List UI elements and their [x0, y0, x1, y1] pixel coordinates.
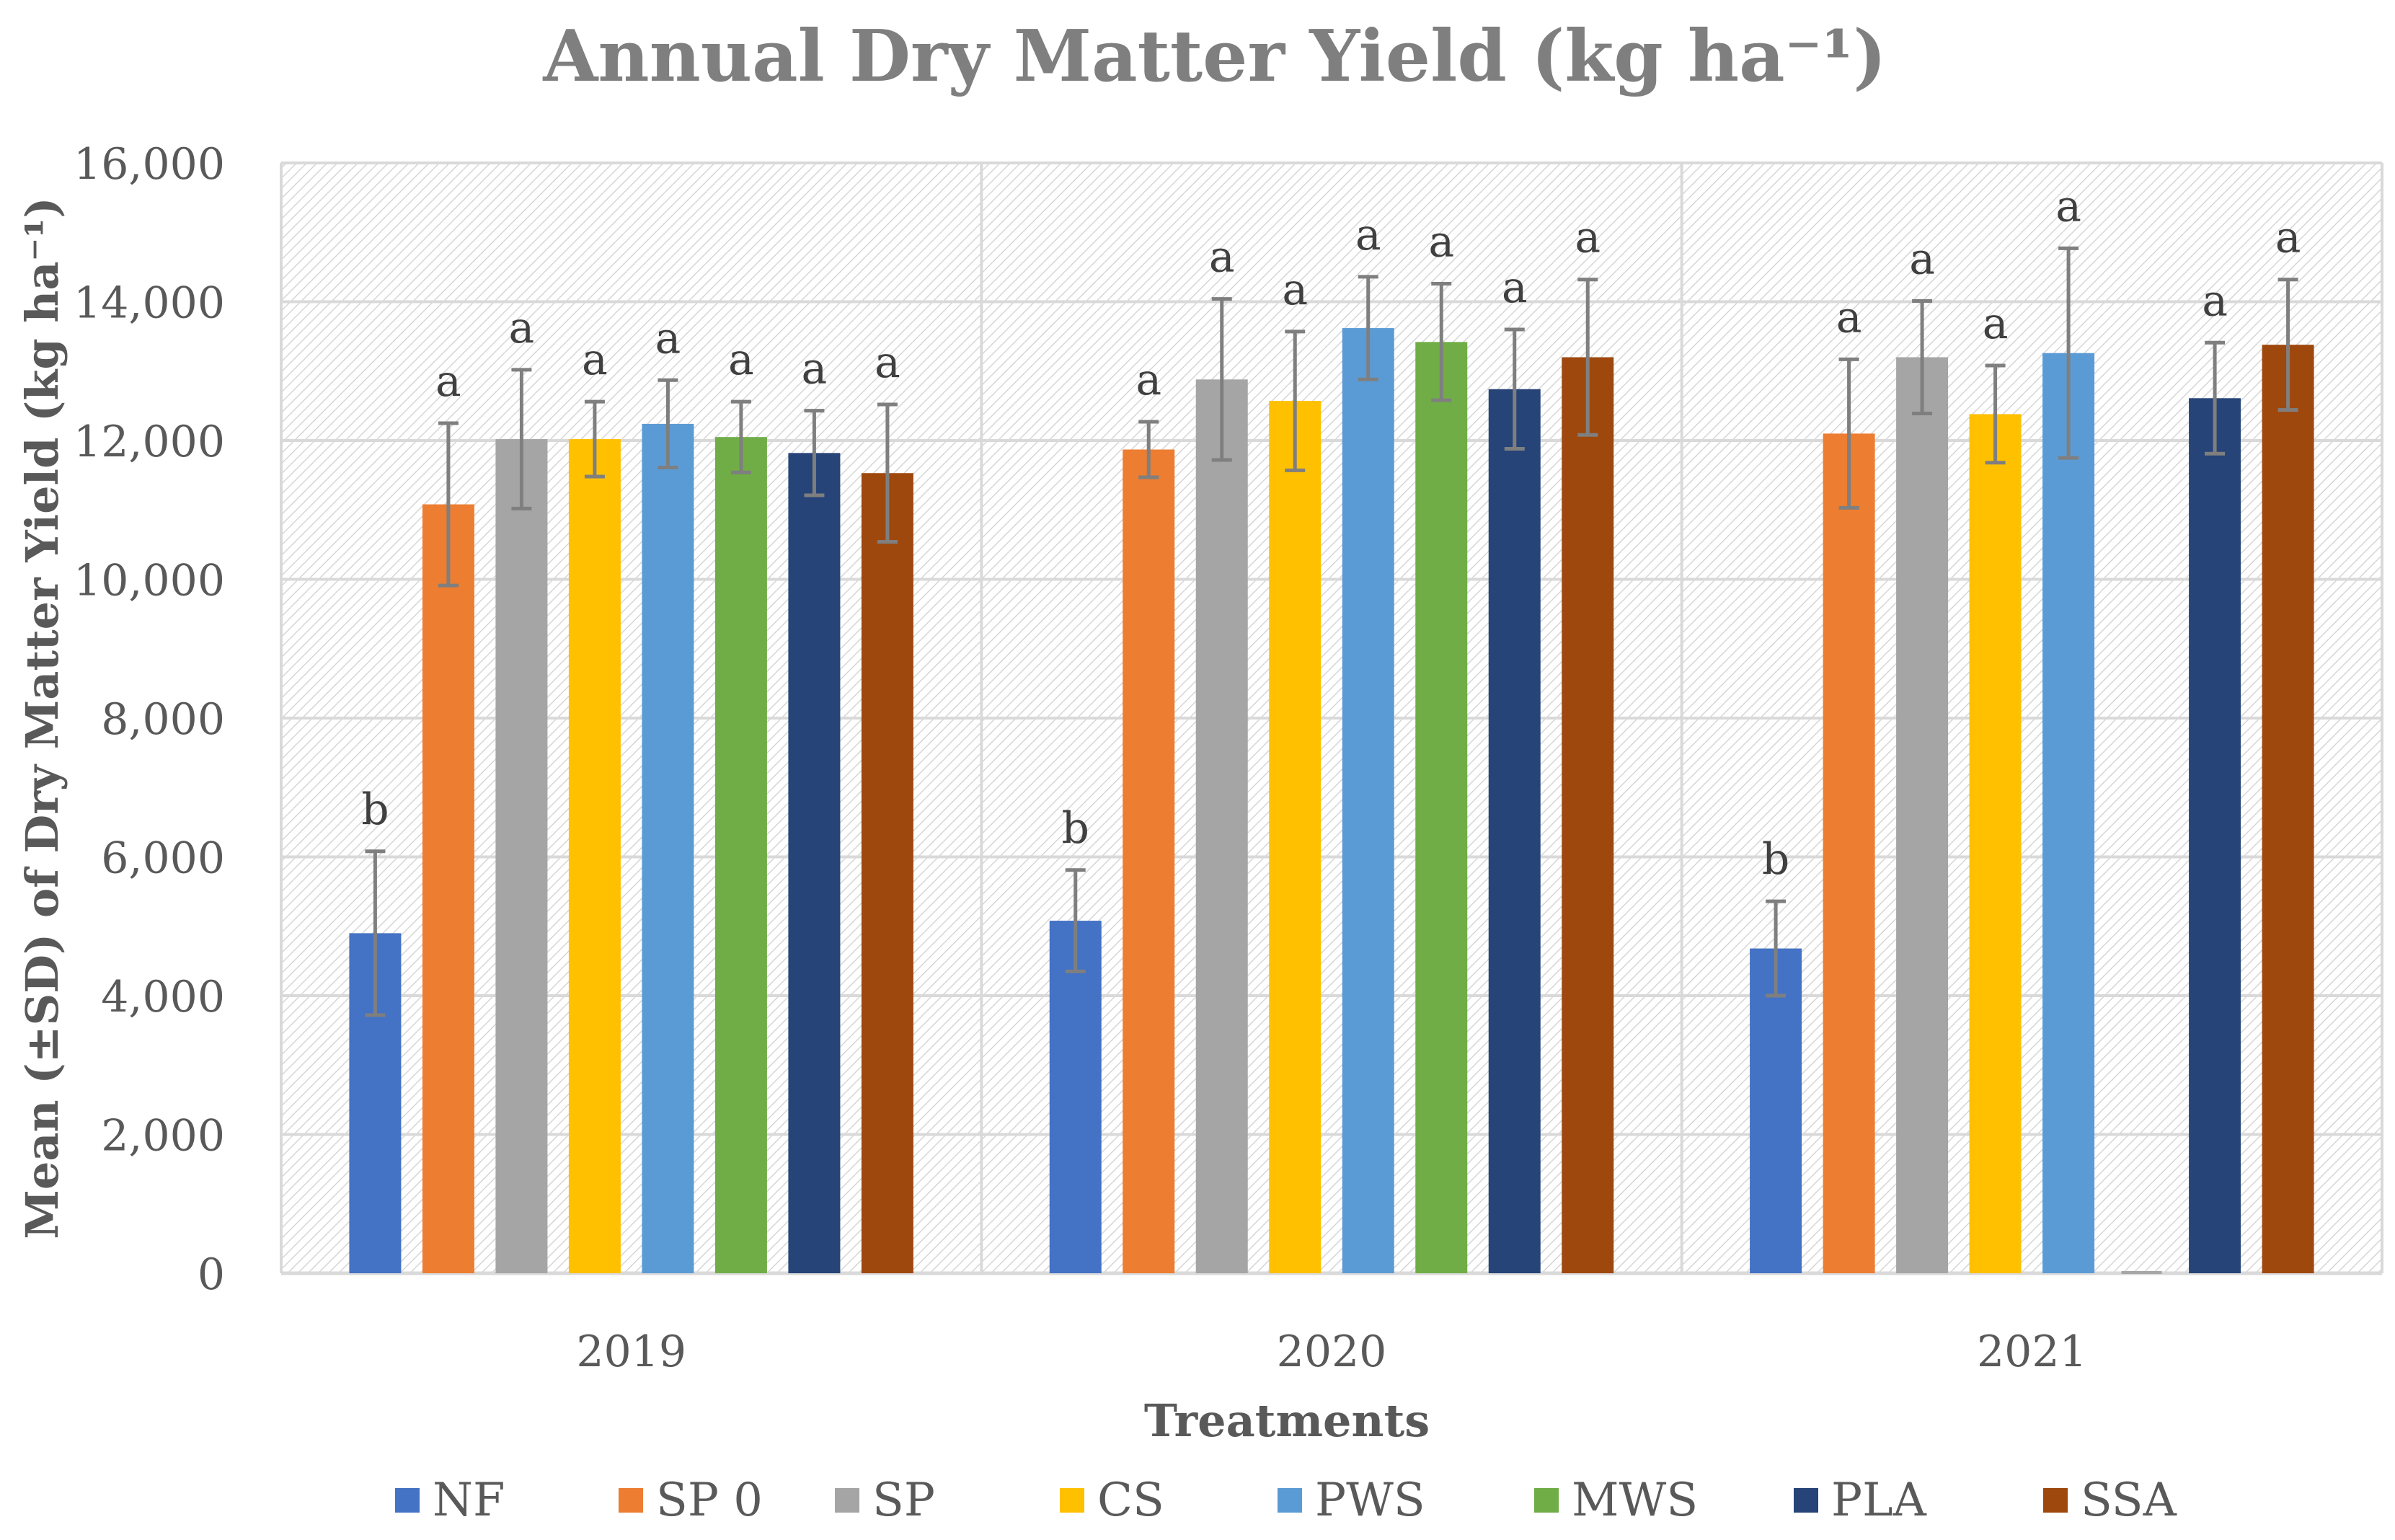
legend-swatch — [1278, 1488, 1302, 1513]
y-axis-title: Mean (±SD) of Dry Matter Yield (kg ha⁻¹) — [16, 197, 68, 1239]
bar — [1896, 357, 1949, 1273]
significance-letter: b — [361, 784, 389, 835]
bar — [2262, 345, 2314, 1273]
y-tick-label: 6,000 — [101, 833, 225, 884]
legend-label: SSA — [2081, 1474, 2177, 1527]
significance-letter: a — [1575, 213, 1601, 263]
significance-letter: a — [582, 335, 608, 385]
bars — [349, 328, 2314, 1274]
significance-letter: a — [1209, 232, 1235, 283]
significance-letter: a — [2275, 213, 2301, 263]
significance-letter: a — [2055, 181, 2081, 231]
chart-title: Annual Dry Matter Yield (kg ha⁻¹) — [542, 15, 1886, 98]
significance-letter: a — [1836, 292, 1862, 342]
error-bars — [365, 246, 2298, 1017]
y-tick-label: 14,000 — [74, 278, 225, 329]
significance-letter: a — [655, 313, 681, 363]
bar — [1562, 357, 1614, 1273]
significance-letter: a — [2202, 275, 2228, 326]
significance-letter: a — [1135, 355, 1161, 405]
bar — [714, 437, 767, 1273]
significance-letter: a — [1983, 298, 2009, 349]
y-tick-label: 12,000 — [74, 417, 225, 467]
legend-swatch — [395, 1488, 420, 1513]
bar — [1342, 328, 1394, 1274]
significance-letter: b — [1062, 803, 1089, 854]
legend-label: PLA — [1831, 1474, 1927, 1527]
bar — [2189, 398, 2241, 1273]
x-tick-label: 2019 — [576, 1327, 686, 1377]
significance-letter: a — [435, 356, 461, 407]
bar — [1049, 921, 1102, 1273]
legend: NF SP 0 SP CS PWS MWS PLA SSA — [395, 1474, 2177, 1527]
bar — [1195, 379, 1248, 1273]
bar — [861, 473, 913, 1273]
significance-letter: a — [1909, 234, 1935, 285]
legend-label: SP — [872, 1474, 935, 1527]
legend-label: SP 0 — [656, 1474, 763, 1527]
significance-letter: a — [1428, 216, 1454, 267]
bar — [1269, 401, 1322, 1274]
significance-letter: a — [875, 337, 900, 388]
bar — [1488, 389, 1541, 1273]
y-axis-ticks: 0 2,000 4,000 6,000 8,000 10,000 12,000 14,000 1… — [74, 139, 225, 1300]
legend-label: MWS — [1572, 1474, 1698, 1527]
x-axis-ticks: 2019 2020 2021 — [576, 1327, 2086, 1377]
bar — [1969, 414, 2022, 1273]
y-tick-label: 0 — [198, 1249, 225, 1300]
significance-letter: b — [1762, 834, 1789, 885]
bar — [788, 453, 841, 1274]
bar — [1123, 449, 1175, 1274]
significance-letter: a — [1502, 262, 1528, 313]
legend-label: PWS — [1315, 1474, 1425, 1527]
legend-swatch — [1534, 1488, 1559, 1513]
legend-label: NF — [433, 1474, 505, 1527]
significance-letter: a — [728, 335, 754, 385]
legend-label: CS — [1097, 1474, 1164, 1527]
y-tick-label: 8,000 — [101, 694, 225, 745]
significance-letter: a — [1355, 210, 1381, 260]
legend-swatch — [2043, 1488, 2068, 1513]
x-axis-title: Treatments — [1144, 1394, 1430, 1447]
bar — [422, 504, 474, 1273]
legend-swatch — [835, 1488, 859, 1513]
x-tick-label: 2020 — [1277, 1327, 1387, 1377]
legend-swatch — [1794, 1488, 1818, 1513]
y-tick-label: 4,000 — [101, 972, 225, 1022]
bar — [2042, 353, 2095, 1274]
bar — [1750, 948, 1802, 1273]
y-tick-label: 16,000 — [74, 139, 225, 190]
legend-swatch — [1060, 1488, 1084, 1513]
y-tick-label: 10,000 — [74, 556, 225, 606]
bar — [642, 423, 694, 1273]
legend-swatch — [619, 1488, 643, 1513]
significance-letter: a — [802, 344, 828, 394]
significance-letter: a — [1282, 265, 1308, 315]
x-tick-label: 2021 — [1977, 1327, 2087, 1377]
significance-letter: a — [509, 303, 535, 353]
bar — [1415, 342, 1468, 1274]
bar — [495, 439, 548, 1274]
bar — [1823, 433, 1875, 1273]
y-tick-label: 2,000 — [101, 1111, 225, 1161]
gridlines — [280, 161, 2383, 1275]
bar — [568, 439, 621, 1274]
